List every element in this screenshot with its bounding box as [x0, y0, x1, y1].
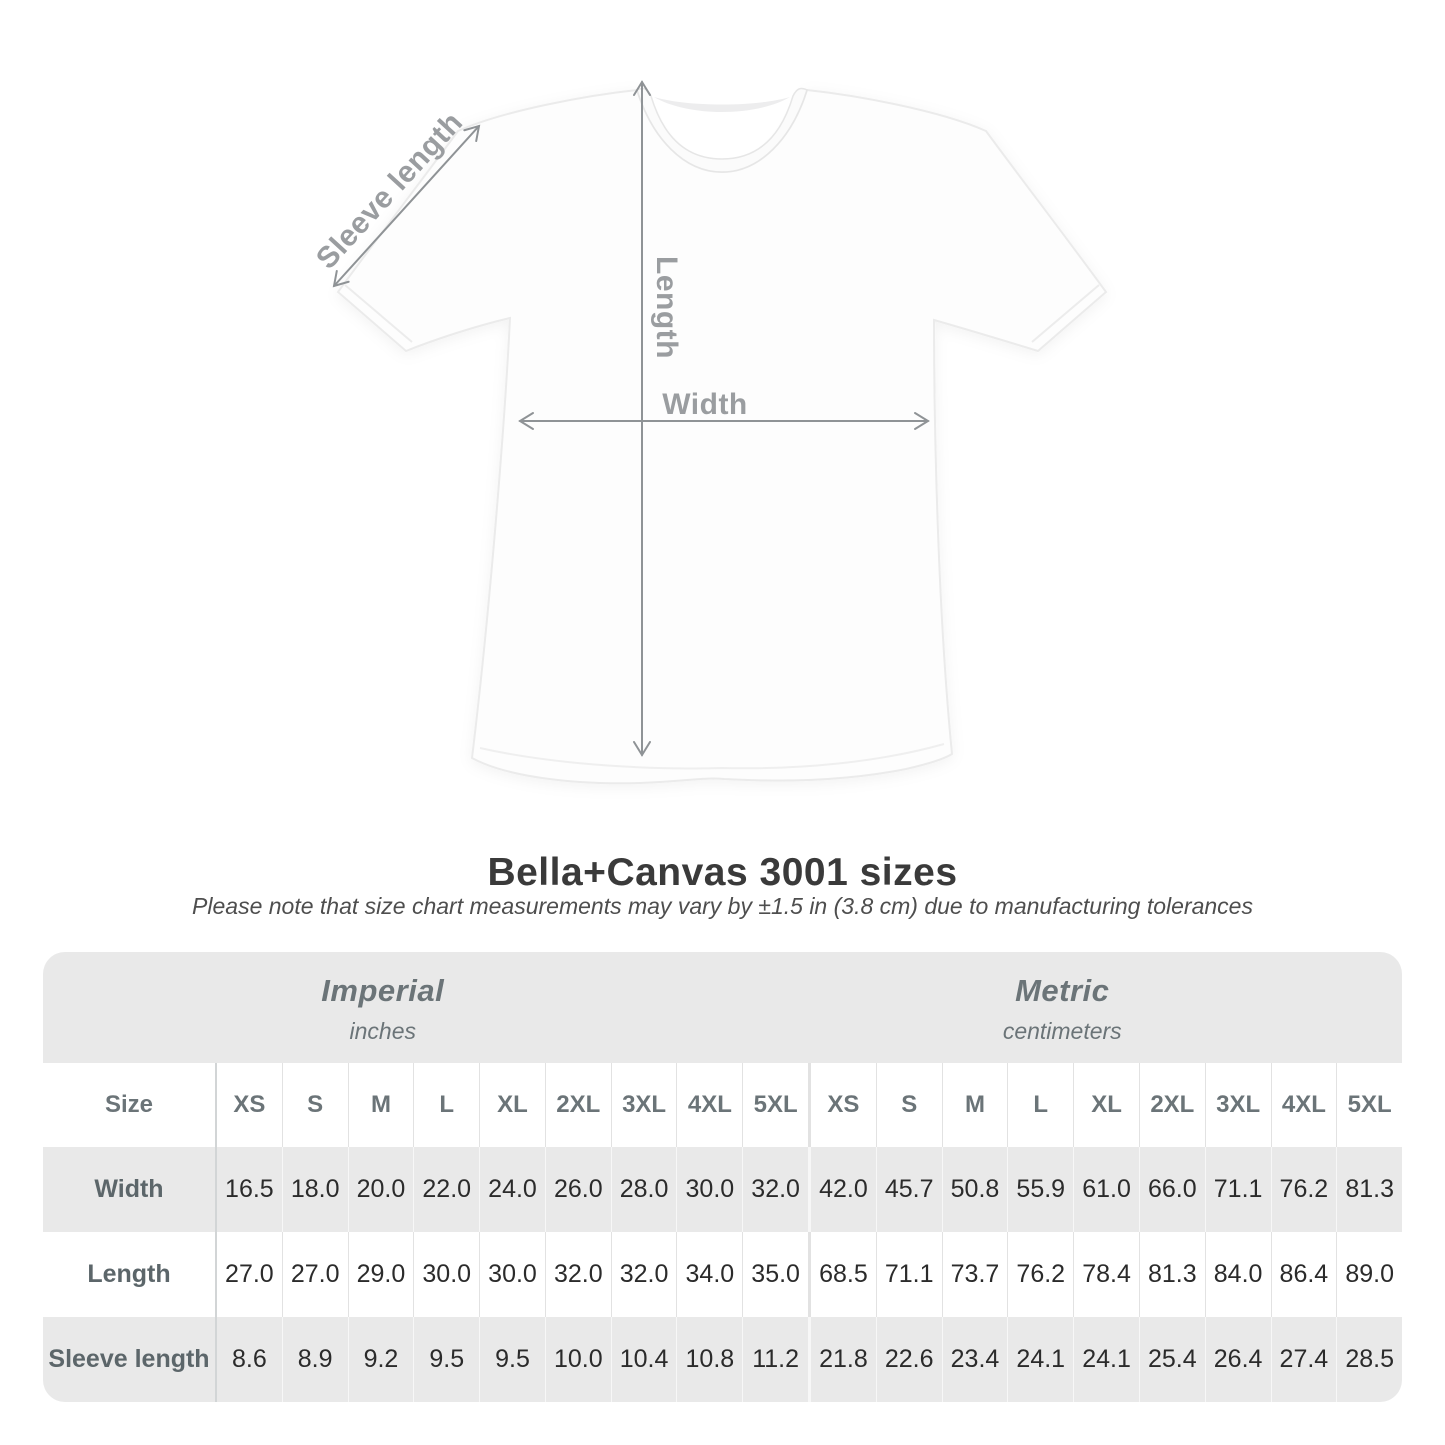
size-column-header: XS [808, 1063, 876, 1147]
size-column-header: XL [479, 1063, 545, 1147]
value-cell: 86.4 [1270, 1232, 1337, 1317]
size-column-header: L [413, 1063, 479, 1147]
value-cell: 22.0 [413, 1147, 479, 1232]
value-cell: 78.4 [1073, 1232, 1139, 1317]
size-column-header: L [1007, 1063, 1073, 1147]
value-cell: 71.1 [875, 1232, 942, 1317]
size-column-header: 3XL [1204, 1063, 1271, 1147]
tshirt-measurement-diagram: Sleeve length Length Width [310, 80, 1108, 785]
value-cell: 28.0 [610, 1147, 677, 1232]
size-chart-table: Imperial inches Metric centimeters Size X… [43, 952, 1402, 1402]
size-column-header: 5XL [1336, 1063, 1402, 1147]
table-row: Sleeve length 8.6 8.9 9.2 9.5 9.5 10.0 10.4 10.8… [43, 1317, 1402, 1402]
value-cell: 34.0 [676, 1232, 742, 1317]
size-column-header: M [347, 1063, 414, 1147]
value-cell: 73.7 [941, 1232, 1008, 1317]
value-cell: 9.2 [347, 1317, 414, 1402]
imperial-header: Imperial [321, 972, 445, 1008]
value-cell: 24.1 [1073, 1317, 1139, 1402]
value-cell: 81.3 [1336, 1147, 1402, 1232]
value-cell: 42.0 [808, 1147, 876, 1232]
size-column-header: 4XL [676, 1063, 742, 1147]
value-cell: 61.0 [1073, 1147, 1139, 1232]
value-cell: 32.0 [610, 1232, 677, 1317]
size-column-header: S [281, 1063, 348, 1147]
tshirt-image [332, 80, 1108, 785]
imperial-unit: inches [349, 1017, 416, 1044]
value-cell: 10.0 [544, 1317, 611, 1402]
value-cell: 27.0 [281, 1232, 348, 1317]
value-cell: 21.8 [808, 1317, 876, 1402]
value-cell: 10.8 [676, 1317, 742, 1402]
metric-unit: centimeters [1002, 1017, 1122, 1044]
measurement-arrows [332, 80, 930, 757]
value-cell: 23.4 [941, 1317, 1008, 1402]
value-cell: 32.0 [544, 1232, 611, 1317]
value-cell: 29.0 [347, 1232, 414, 1317]
size-column-header: 3XL [610, 1063, 677, 1147]
sleeve-length-arrow [332, 124, 481, 288]
metric-header: Metric [1015, 972, 1110, 1008]
value-cell: 9.5 [413, 1317, 479, 1402]
value-cell: 35.0 [742, 1232, 808, 1317]
size-column-header: XL [1073, 1063, 1139, 1147]
value-cell: 71.1 [1204, 1147, 1271, 1232]
value-cell: 11.2 [742, 1317, 808, 1402]
size-column-header: 2XL [544, 1063, 611, 1147]
size-column-header: S [875, 1063, 942, 1147]
value-cell: 32.0 [742, 1147, 808, 1232]
size-column-header: 2XL [1138, 1063, 1205, 1147]
tolerance-note: Please note that size chart measurements… [192, 893, 1253, 919]
value-cell: 24.0 [479, 1147, 545, 1232]
page-title: Bella+Canvas 3001 sizes [487, 851, 958, 894]
length-annotation: Length [650, 256, 683, 359]
value-cell: 50.8 [941, 1147, 1008, 1232]
value-cell: 30.0 [479, 1232, 545, 1317]
table-row: Length 27.0 27.0 29.0 30.0 30.0 32.0 32.0 34.0 35… [43, 1232, 1402, 1317]
value-cell: 66.0 [1138, 1147, 1205, 1232]
table-row: Size XS S M L XL 2XL 3XL 4XL 5XL XS S M L XL 2XL 3XL 4XL 5… [43, 1063, 1402, 1147]
value-cell: 20.0 [347, 1147, 414, 1232]
value-cell: 10.4 [610, 1317, 677, 1402]
value-cell: 89.0 [1336, 1232, 1402, 1317]
table-row: Width 16.5 18.0 20.0 22.0 24.0 26.0 28.0 30.0 32.… [43, 1147, 1402, 1232]
value-cell: 26.4 [1204, 1317, 1271, 1402]
value-cell: 8.6 [215, 1317, 282, 1402]
size-column-header: XS [215, 1063, 282, 1147]
value-cell: 30.0 [413, 1232, 479, 1317]
value-cell: 30.0 [676, 1147, 742, 1232]
value-cell: 25.4 [1138, 1317, 1205, 1402]
size-table-body: Size XS S M L XL 2XL 3XL 4XL 5XL XS S M L XL 2XL 3XL 4XL 5… [43, 1063, 1402, 1402]
width-annotation: Width [662, 388, 748, 421]
size-column-header: 4XL [1270, 1063, 1337, 1147]
value-cell: 16.5 [215, 1147, 282, 1232]
value-cell: 76.2 [1270, 1147, 1337, 1232]
value-cell: 18.0 [281, 1147, 348, 1232]
value-cell: 22.6 [875, 1317, 942, 1402]
value-cell: 27.4 [1270, 1317, 1337, 1402]
size-column-header: M [941, 1063, 1008, 1147]
value-cell: 68.5 [808, 1232, 876, 1317]
value-cell: 26.0 [544, 1147, 611, 1232]
row-label: Sleeve length [48, 1345, 210, 1373]
tshirt-shape [336, 87, 1108, 785]
value-cell: 76.2 [1007, 1232, 1073, 1317]
value-cell: 84.0 [1204, 1232, 1271, 1317]
value-cell: 81.3 [1138, 1232, 1205, 1317]
metric-header-cell: Metric centimeters [723, 952, 1403, 1063]
size-column-header: 5XL [742, 1063, 808, 1147]
size-corner-label: Size [104, 1091, 154, 1118]
row-label: Length [87, 1260, 171, 1288]
row-label: Width [94, 1175, 164, 1203]
value-cell: 8.9 [281, 1317, 348, 1402]
value-cell: 55.9 [1007, 1147, 1073, 1232]
imperial-header-cell: Imperial inches [43, 952, 723, 1063]
value-cell: 9.5 [479, 1317, 545, 1402]
value-cell: 45.7 [875, 1147, 942, 1232]
value-cell: 24.1 [1007, 1317, 1073, 1402]
unit-header-band: Imperial inches Metric centimeters [43, 952, 1402, 1063]
value-cell: 27.0 [215, 1232, 282, 1317]
value-cell: 28.5 [1336, 1317, 1402, 1402]
